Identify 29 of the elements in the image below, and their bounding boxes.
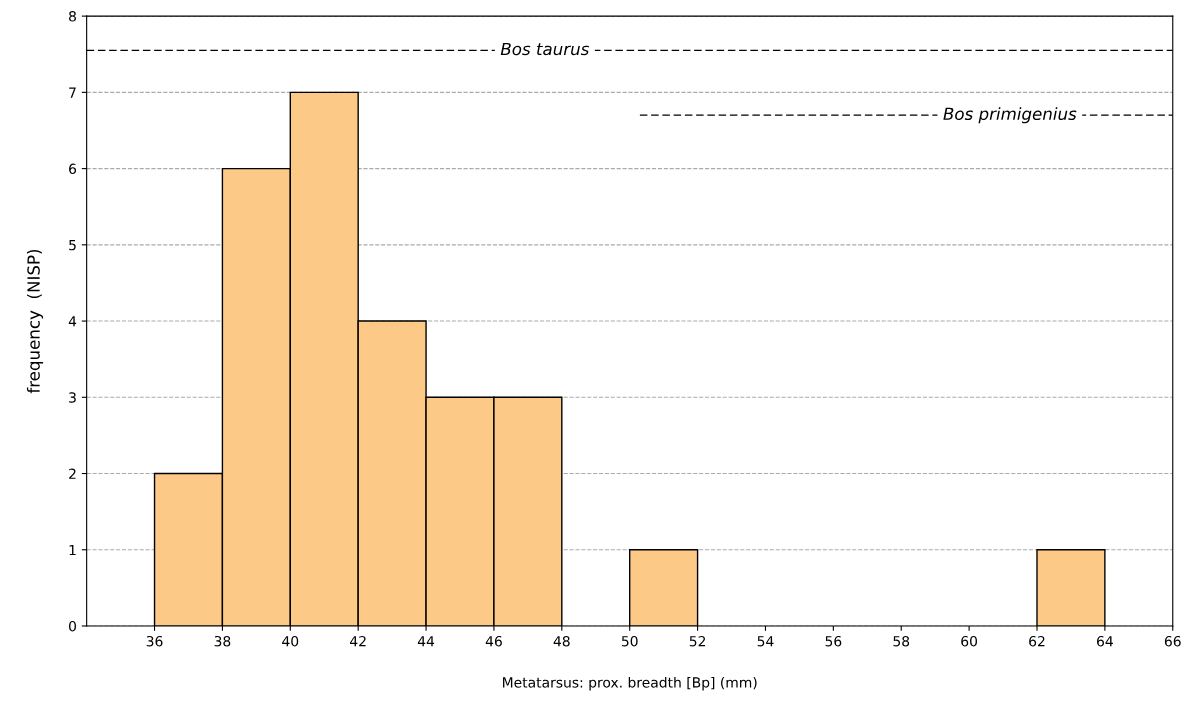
annotation: Bos taurus	[500, 42, 590, 56]
x-tick-label: 46	[485, 635, 502, 647]
x-tick-label: 42	[350, 635, 366, 647]
y-tick-label: 7	[69, 87, 76, 98]
y-tick-label: 5	[69, 239, 76, 251]
x-tick-label: 56	[825, 635, 842, 647]
annotation: Bos primigenius	[943, 107, 1077, 124]
y-tick-label: 3	[69, 392, 76, 403]
x-axis-title: Metatarsus: prox. breadth [Bp] (mm)	[503, 676, 757, 691]
x-tick-label: 40	[282, 635, 299, 647]
y-tick-label: 2	[69, 468, 76, 479]
y-tick-label: 4	[68, 316, 77, 327]
x-tick-label: 48	[553, 635, 570, 647]
y-axis-title: frequency (NISP)	[26, 249, 44, 394]
x-tick-label: 54	[757, 636, 774, 647]
x-tick-label: 58	[893, 635, 910, 647]
x-tick-label: 52	[689, 635, 706, 647]
x-tick-label: 38	[214, 635, 231, 647]
x-tick-label: 50	[621, 635, 638, 647]
x-tick-label: 60	[961, 635, 978, 647]
x-tick-label: 66	[1164, 635, 1181, 647]
x-tick-label: 44	[417, 636, 435, 647]
x-tick-label: 36	[146, 635, 163, 647]
y-tick-label: 6	[69, 163, 77, 175]
x-tick-label: 64	[1097, 635, 1113, 647]
y-tick-label: 0	[69, 620, 77, 632]
y-tick-label: 8	[69, 11, 76, 22]
x-tick-label: 62	[1029, 635, 1045, 647]
y-tick-label: 1	[69, 544, 76, 556]
